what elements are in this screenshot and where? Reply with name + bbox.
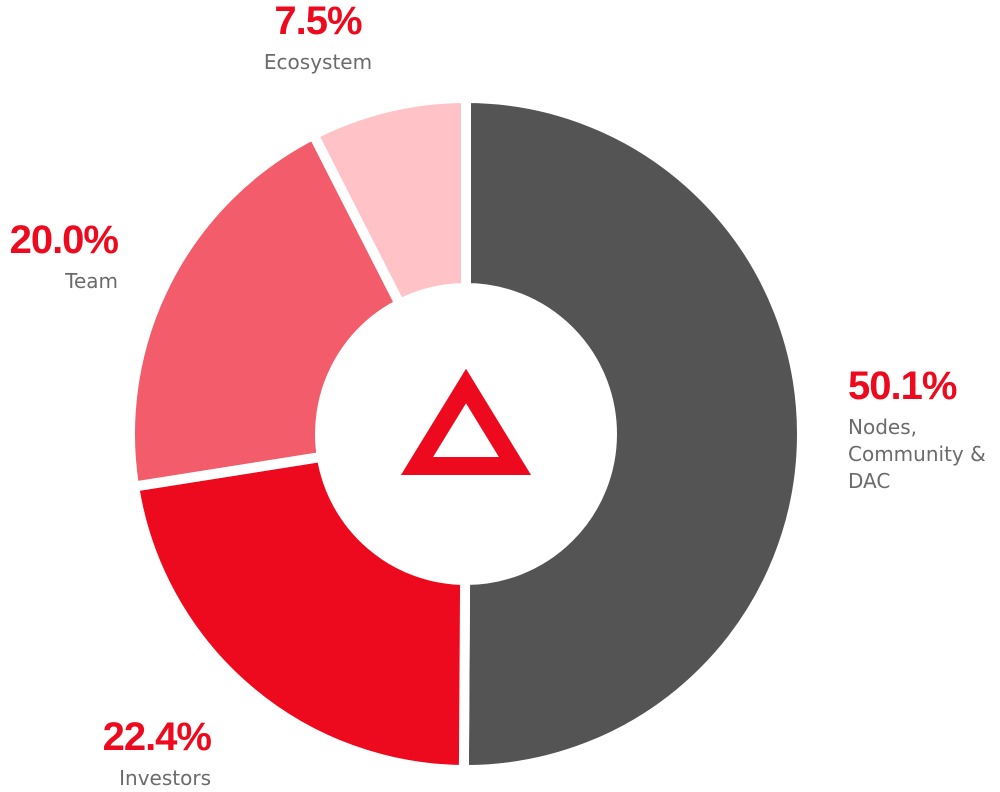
value-label: 7.5% — [274, 0, 362, 43]
value-label: 22.4% — [102, 715, 212, 759]
value-label: 20.0% — [9, 218, 119, 262]
slice-label: 22.4% Investors — [102, 715, 212, 792]
logo — [400, 368, 532, 475]
slice-label: 20.0% Team — [9, 218, 119, 295]
category-label: Nodes, Community & DAC — [848, 415, 986, 493]
slice — [125, 127, 407, 493]
slice-label: 50.1% Nodes, Community & DAC — [848, 366, 998, 495]
slices — [125, 92, 808, 776]
category-label: Ecosystem — [263, 50, 373, 74]
category-label: Team — [65, 269, 118, 293]
slice — [128, 451, 471, 776]
slice — [306, 92, 471, 311]
slice — [458, 92, 808, 775]
value-label: 50.1% — [848, 364, 957, 408]
category-label: Investors — [119, 766, 211, 790]
slice-label: 7.5% Ecosystem — [218, 1, 418, 76]
